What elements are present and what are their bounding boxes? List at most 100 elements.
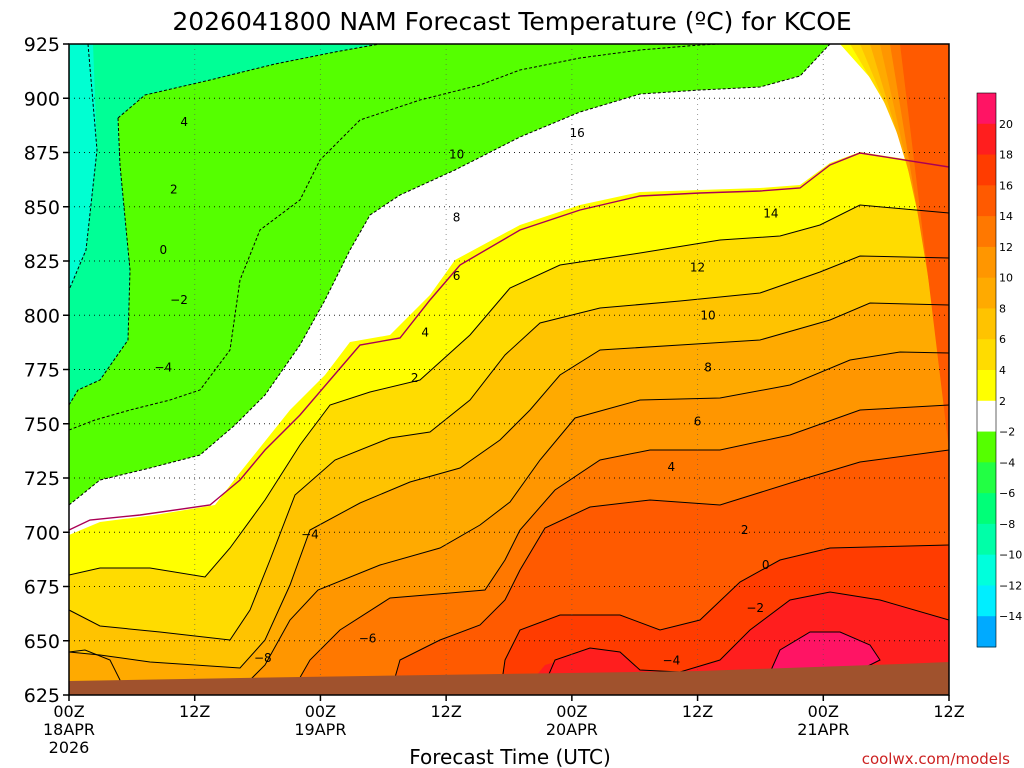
x-tick-label: 12Z bbox=[682, 702, 713, 721]
x-tick-label: 12Z bbox=[430, 702, 461, 721]
y-tick-label: 675 bbox=[24, 577, 60, 599]
y-tick-label: 925 bbox=[24, 34, 60, 56]
contour-minus-2 bbox=[69, 44, 831, 506]
contour-label-text: −4 bbox=[154, 360, 172, 374]
colorbar-label: 20 bbox=[999, 118, 1013, 131]
colorbar-frame bbox=[976, 92, 997, 648]
contour-label-text: 6 bbox=[453, 269, 461, 283]
colorbar-band bbox=[977, 123, 996, 156]
colorbar-label: 18 bbox=[999, 149, 1013, 162]
colorbar-label: 12 bbox=[999, 241, 1013, 254]
contour-label: 2 bbox=[411, 371, 419, 385]
colorbar-band bbox=[977, 185, 996, 217]
contour-label: 10 bbox=[449, 148, 464, 162]
x-tick-label: 00Z bbox=[556, 702, 587, 721]
colorbar-band bbox=[977, 370, 996, 402]
contour-label-text: 8 bbox=[453, 211, 461, 225]
contour-label-text: 4 bbox=[668, 460, 676, 474]
contour-16 bbox=[539, 591, 949, 695]
contour-label-text: 6 bbox=[694, 415, 702, 429]
colorbar-band bbox=[977, 616, 996, 648]
x-tick-label: 00Z bbox=[305, 702, 336, 721]
contour-label: 8 bbox=[704, 360, 712, 374]
chart-title: 2026041800 NAM Forecast Temperature (ºC)… bbox=[172, 7, 851, 36]
contour-label-text: −6 bbox=[359, 632, 377, 646]
contour-label-text: 4 bbox=[421, 326, 429, 340]
contour-label-text: −2 bbox=[170, 293, 188, 307]
x-tick-label: 00Z bbox=[808, 702, 839, 721]
contour-label: −4 bbox=[154, 360, 172, 374]
contour-label-text: −4 bbox=[301, 527, 319, 541]
terrain bbox=[69, 662, 949, 695]
x-axis-title: Forecast Time (UTC) bbox=[409, 745, 611, 768]
x-tick-date: 20APR bbox=[546, 720, 598, 739]
contour-label-text: 16 bbox=[569, 126, 584, 140]
contour-4 bbox=[69, 255, 949, 641]
contour-label: −4 bbox=[301, 527, 319, 541]
colorbar-band bbox=[977, 400, 996, 433]
contour-label-text: 12 bbox=[690, 261, 705, 275]
colorbar-band bbox=[977, 493, 996, 525]
contour-label-text: −8 bbox=[254, 651, 272, 665]
contour-zero bbox=[69, 152, 949, 531]
x-tick-date: 18APR bbox=[43, 720, 95, 739]
y-tick-label: 650 bbox=[24, 631, 60, 653]
colorbar-band bbox=[977, 523, 996, 556]
colorbar-band bbox=[977, 154, 996, 186]
contour-label-text: 8 bbox=[704, 360, 712, 374]
contour-label: 12 bbox=[690, 261, 705, 275]
contour-label: 2 bbox=[741, 523, 749, 537]
contour-label-text: 14 bbox=[763, 206, 778, 220]
contour-minus-6 bbox=[69, 117, 131, 406]
colorbar-band bbox=[977, 216, 996, 248]
contour-label: 6 bbox=[453, 269, 461, 283]
colorbar-label: −14 bbox=[999, 610, 1022, 623]
colorbar-label: −12 bbox=[999, 579, 1022, 592]
contour-label-text: 2 bbox=[170, 182, 178, 196]
y-tick-label: 775 bbox=[24, 360, 60, 382]
contour-minus-8-upper bbox=[117, 44, 381, 119]
contour-label-text: 2 bbox=[741, 523, 749, 537]
y-tick-label: 850 bbox=[24, 197, 60, 219]
contour-label: −6 bbox=[359, 632, 377, 646]
contour-labels: −8 −6 −4 −2 −4 0 2 4 6 −4 2 8 4 −2 10 6 12 0 8 14 2 10 16 4 bbox=[154, 115, 778, 667]
contour-label: −4 bbox=[663, 653, 681, 667]
contour-label: 4 bbox=[421, 326, 429, 340]
contour-label: 0 bbox=[762, 558, 770, 572]
colorbar-band bbox=[977, 93, 996, 125]
colorbar-band bbox=[977, 554, 996, 586]
colorbar-label: −2 bbox=[999, 426, 1015, 439]
contour-14 bbox=[499, 544, 949, 695]
colorbar-band bbox=[977, 339, 996, 371]
contour-12 bbox=[389, 449, 949, 695]
colorbar-band bbox=[977, 246, 996, 279]
y-axis: 625 650 675 700 725 750 775 800 825 850 875 900 925 bbox=[24, 34, 69, 707]
contour-label: 14 bbox=[763, 206, 778, 220]
contour-minus-8 bbox=[69, 44, 98, 291]
contour-label: −8 bbox=[254, 651, 272, 665]
plot-area bbox=[69, 44, 949, 695]
y-tick-label: 725 bbox=[24, 468, 60, 490]
contour-minus-4 bbox=[69, 44, 721, 431]
y-tick-label: 825 bbox=[24, 251, 60, 273]
contour-label: 6 bbox=[694, 415, 702, 429]
contour-10 bbox=[289, 404, 949, 695]
contour-label-text: 4 bbox=[180, 115, 188, 129]
y-tick-label: 900 bbox=[24, 88, 60, 110]
contour-2 bbox=[69, 204, 949, 578]
colorbar-band bbox=[977, 308, 996, 340]
contour-label: 0 bbox=[159, 243, 167, 257]
contour-label: 16 bbox=[569, 126, 584, 140]
colorbar-label: −6 bbox=[999, 487, 1015, 500]
x-tick-date: 21APR bbox=[797, 720, 849, 739]
contour-label-text: 10 bbox=[449, 148, 464, 162]
contour-label: 4 bbox=[180, 115, 188, 129]
contour-label-text: 10 bbox=[700, 308, 715, 322]
colorbar-band bbox=[977, 277, 996, 309]
contour-label-text: 2 bbox=[411, 371, 419, 385]
contour-label-text: −2 bbox=[746, 601, 764, 615]
colorbar-band bbox=[977, 585, 996, 617]
y-tick-label: 700 bbox=[24, 522, 60, 544]
